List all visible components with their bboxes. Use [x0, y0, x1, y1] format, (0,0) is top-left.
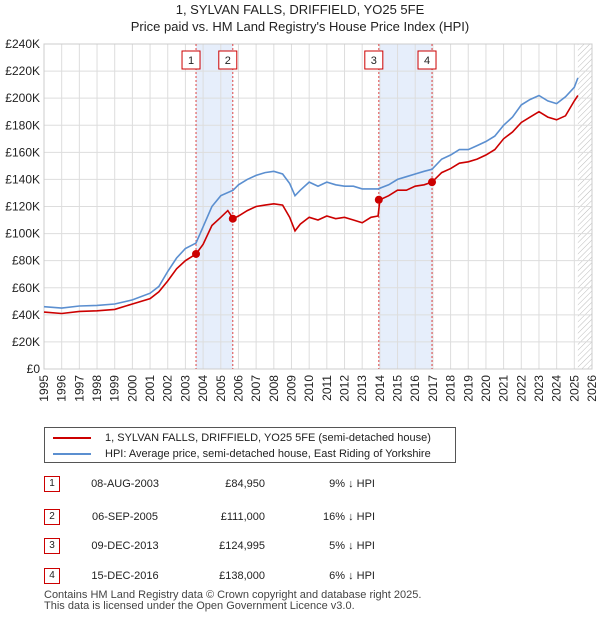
x-tick-label: 1999 [108, 375, 122, 402]
sale-point [428, 178, 437, 187]
sale-date: 15-DEC-2016 [91, 570, 159, 582]
footer: Contains HM Land Registry data © Crown c… [44, 590, 421, 612]
x-tick-label: 1998 [90, 375, 104, 402]
x-tick-label: 2022 [514, 375, 528, 402]
x-tick-label: 2000 [125, 375, 139, 402]
y-tick-label: £60K [12, 281, 40, 295]
footer-copyright: Contains HM Land Registry data © Crown c… [44, 589, 422, 601]
chart-title: 1, SYLVAN FALLS, DRIFFIELD, YO25 5FE [175, 2, 425, 17]
y-tick-label: £120K [5, 200, 40, 214]
y-tick-label: £0 [27, 362, 41, 376]
plot-border [43, 43, 593, 370]
sale-hpi-diff: 16% ↓ HPI [323, 511, 375, 523]
x-tick-label: 2008 [267, 375, 281, 402]
legend-swatch-hpi [53, 453, 91, 455]
x-tick-label: 2013 [355, 375, 369, 402]
footer-licence: This data is licensed under the Open Gov… [44, 600, 355, 612]
sale-number-badge: 4 [44, 568, 60, 584]
sale-hpi-diff: 5% ↓ HPI [329, 540, 375, 552]
x-tick-label: 2010 [302, 375, 316, 402]
sale-hpi-diff: 6% ↓ HPI [329, 570, 375, 582]
sale-price: £138,000 [219, 570, 265, 582]
y-tick-label: £20K [12, 335, 40, 349]
x-tick-label: 1997 [72, 375, 86, 402]
x-tick-label: 1995 [37, 375, 51, 402]
x-tick-label: 2020 [479, 375, 493, 402]
sale-number-badge: 3 [44, 538, 60, 554]
sale-row: 2 06-SEP-2005 £111,000 16% ↓ HPI [0, 507, 600, 529]
x-tick-label: 2018 [444, 375, 458, 402]
x-tick-label: 2006 [231, 375, 245, 402]
sale-marker-box [364, 50, 384, 70]
x-tick-label: 2019 [461, 375, 475, 402]
legend-swatch-property [53, 437, 91, 439]
sale-point [192, 249, 201, 258]
legend-label-property: 1, SYLVAN FALLS, DRIFFIELD, YO25 5FE (se… [105, 432, 431, 444]
x-tick-label: 2021 [497, 375, 511, 402]
y-tick-label: £180K [5, 118, 40, 132]
sale-hpi-diff: 9% ↓ HPI [329, 478, 375, 490]
sale-marker-label: 4 [424, 55, 430, 67]
x-tick-label: 1996 [55, 375, 69, 402]
y-tick-label: £80K [12, 254, 40, 268]
x-tick-label: 2025 [567, 375, 581, 402]
sale-date: 06-SEP-2005 [91, 511, 159, 523]
y-tick-label: £160K [5, 145, 40, 159]
sale-point [374, 195, 383, 204]
hpi-line [43, 77, 579, 309]
legend-item-hpi: HPI: Average price, semi-detached house,… [53, 446, 431, 462]
sale-marker-box [181, 50, 201, 70]
sale-marker-label: 2 [225, 55, 231, 67]
property-price-line [43, 95, 579, 315]
x-tick-label: 2014 [373, 375, 387, 402]
sale-row: 3 09-DEC-2013 £124,995 5% ↓ HPI [0, 536, 600, 558]
x-tick-label: 2012 [338, 375, 352, 402]
x-tick-label: 2004 [196, 375, 210, 402]
x-tick-label: 2026 [585, 375, 599, 402]
sale-marker-label: 1 [188, 55, 194, 67]
sale-number-badge: 2 [44, 509, 60, 525]
y-tick-label: £40K [12, 308, 40, 322]
sale-price: £111,000 [220, 511, 265, 523]
x-tick-label: 2005 [214, 375, 228, 402]
chart-legend: 1, SYLVAN FALLS, DRIFFIELD, YO25 5FE (se… [44, 427, 456, 463]
x-tick-label: 2001 [143, 375, 157, 402]
x-tick-label: 2017 [426, 375, 440, 402]
legend-label-hpi: HPI: Average price, semi-detached house,… [105, 448, 431, 460]
x-tick-label: 2024 [550, 375, 564, 402]
sale-price: £84,950 [225, 478, 265, 490]
sale-row: 4 15-DEC-2016 £138,000 6% ↓ HPI [0, 566, 600, 588]
sale-date: 09-DEC-2013 [91, 540, 159, 552]
sale-date: 08-AUG-2003 [91, 478, 159, 490]
sale-marker-box [218, 50, 238, 70]
x-tick-label: 2003 [178, 375, 192, 402]
x-tick-label: 2016 [408, 375, 422, 402]
y-tick-label: £140K [5, 172, 40, 186]
sale-marker-label: 3 [371, 55, 377, 67]
x-tick-label: 2011 [320, 375, 334, 401]
y-tick-label: £100K [5, 227, 40, 241]
y-tick-label: £220K [5, 64, 40, 78]
x-tick-label: 2015 [391, 375, 405, 402]
sale-price: £124,995 [219, 540, 265, 552]
sale-point [228, 214, 237, 223]
legend-item-property: 1, SYLVAN FALLS, DRIFFIELD, YO25 5FE (se… [53, 430, 431, 446]
sale-number-badge: 1 [44, 476, 60, 492]
x-tick-label: 2009 [284, 375, 298, 402]
x-tick-label: 2007 [249, 375, 263, 402]
sale-row: 1 08-AUG-2003 £84,950 9% ↓ HPI [0, 474, 600, 496]
x-tick-label: 2023 [532, 375, 546, 402]
y-tick-label: £200K [5, 91, 40, 105]
x-tick-label: 2002 [161, 375, 175, 402]
sale-marker-box [417, 50, 437, 70]
chart-subtitle: Price paid vs. HM Land Registry's House … [130, 19, 470, 34]
price-chart: £0 £20K £40K £60K £80K £100K £120K £140K £160K £1… [5, 37, 599, 402]
y-tick-label: £240K [5, 37, 40, 51]
